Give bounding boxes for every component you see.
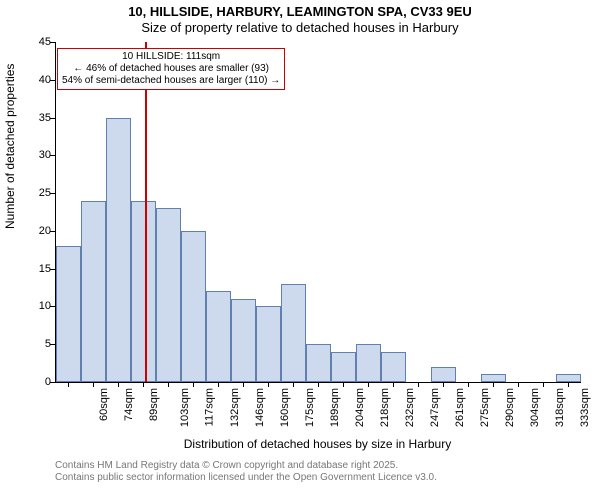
- histogram-bar: [81, 201, 106, 382]
- histogram-bar: [306, 344, 331, 382]
- histogram-bar: [331, 352, 356, 382]
- histogram-bar: [56, 246, 81, 382]
- x-tick-mark: [418, 382, 419, 387]
- x-tick-mark: [118, 382, 119, 387]
- x-tick-label: 175sqm: [304, 388, 316, 427]
- histogram-bar: [381, 352, 406, 382]
- x-tick-mark: [218, 382, 219, 387]
- histogram-bar: [106, 118, 131, 382]
- x-tick-mark: [518, 382, 519, 387]
- x-tick-mark: [368, 382, 369, 387]
- x-tick-mark: [468, 382, 469, 387]
- x-tick-mark: [343, 382, 344, 387]
- y-tick-mark: [50, 155, 55, 156]
- x-tick-label: 117sqm: [203, 388, 215, 426]
- x-tick-label: 304sqm: [529, 388, 541, 427]
- chart-title-sub: Size of property relative to detached ho…: [0, 20, 600, 35]
- histogram-bar: [356, 344, 381, 382]
- marker-line: [145, 42, 147, 382]
- histogram-bar: [206, 291, 231, 382]
- x-tick-mark: [568, 382, 569, 387]
- y-tick-mark: [50, 42, 55, 43]
- x-tick-label: 160sqm: [279, 388, 291, 427]
- footer-line2: Contains public sector information licen…: [55, 472, 437, 484]
- x-tick-mark: [68, 382, 69, 387]
- x-tick-label: 132sqm: [229, 388, 241, 427]
- x-tick-label: 74sqm: [123, 388, 135, 421]
- x-tick-mark: [243, 382, 244, 387]
- histogram-bar: [431, 367, 456, 382]
- y-tick-mark: [50, 269, 55, 270]
- x-tick-label: 89sqm: [148, 388, 160, 421]
- histogram-bar: [181, 231, 206, 382]
- x-tick-mark: [393, 382, 394, 387]
- histogram-bar: [131, 201, 156, 382]
- x-tick-mark: [143, 382, 144, 387]
- x-tick-mark: [543, 382, 544, 387]
- y-tick-mark: [50, 193, 55, 194]
- x-tick-label: 189sqm: [329, 388, 341, 427]
- y-tick-mark: [50, 382, 55, 383]
- x-tick-label: 275sqm: [479, 388, 491, 427]
- chart-title-main: 10, HILLSIDE, HARBURY, LEAMINGTON SPA, C…: [0, 4, 600, 19]
- y-tick-mark: [50, 80, 55, 81]
- x-tick-label: 146sqm: [254, 388, 266, 427]
- y-tick-mark: [50, 118, 55, 119]
- y-tick-mark: [50, 344, 55, 345]
- x-tick-label: 232sqm: [404, 388, 416, 427]
- x-tick-label: 318sqm: [554, 388, 566, 427]
- x-tick-label: 247sqm: [429, 388, 441, 427]
- annotation-line2: ← 46% of detached houses are smaller (93…: [62, 63, 280, 75]
- x-tick-mark: [168, 382, 169, 387]
- x-tick-mark: [193, 382, 194, 387]
- histogram-bar: [481, 374, 506, 382]
- annotation-box: 10 HILLSIDE: 111sqm← 46% of detached hou…: [57, 48, 285, 90]
- x-tick-label: 103sqm: [179, 388, 191, 427]
- x-tick-label: 290sqm: [504, 388, 516, 427]
- histogram-bar: [281, 284, 306, 382]
- x-tick-mark: [268, 382, 269, 387]
- y-axis-label: Number of detached properties: [3, 209, 17, 229]
- y-tick-mark: [50, 306, 55, 307]
- x-tick-label: 333sqm: [579, 388, 591, 427]
- x-tick-label: 261sqm: [454, 388, 466, 427]
- x-tick-mark: [443, 382, 444, 387]
- annotation-line1: 10 HILLSIDE: 111sqm: [62, 51, 280, 63]
- x-tick-mark: [93, 382, 94, 387]
- chart-container: 10, HILLSIDE, HARBURY, LEAMINGTON SPA, C…: [0, 0, 600, 500]
- y-tick-mark: [50, 231, 55, 232]
- x-tick-label: 60sqm: [98, 388, 110, 421]
- footer-attribution: Contains HM Land Registry data © Crown c…: [55, 460, 437, 484]
- x-tick-mark: [318, 382, 319, 387]
- footer-line1: Contains HM Land Registry data © Crown c…: [55, 460, 437, 472]
- histogram-bar: [256, 306, 281, 382]
- histogram-bar: [556, 374, 581, 382]
- annotation-line3: 54% of semi-detached houses are larger (…: [62, 75, 280, 87]
- histogram-bar: [231, 299, 256, 382]
- x-tick-label: 204sqm: [354, 388, 366, 427]
- x-axis-label: Distribution of detached houses by size …: [55, 437, 580, 451]
- x-tick-label: 218sqm: [379, 388, 391, 427]
- x-tick-mark: [493, 382, 494, 387]
- histogram-bar: [156, 208, 181, 382]
- x-tick-mark: [293, 382, 294, 387]
- plot-area: [55, 42, 581, 383]
